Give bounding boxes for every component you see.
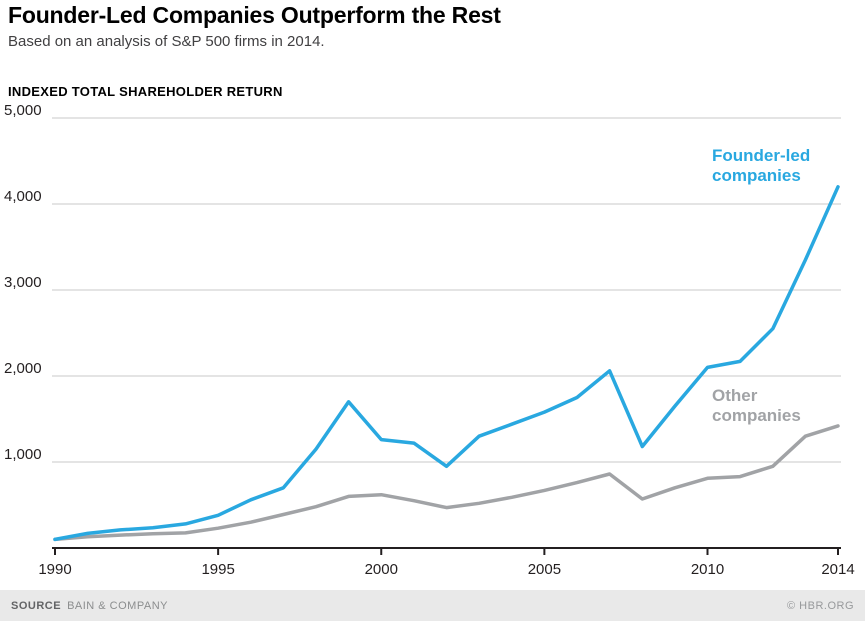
x-tick-label: 1990 (38, 561, 71, 578)
y-tick-label: 1,000 (4, 446, 42, 463)
source-label: SOURCE (11, 599, 62, 612)
footer-bar: SOURCE BAIN & COMPANY © HBR.ORG (0, 590, 865, 621)
source-value: BAIN & COMPANY (67, 599, 168, 612)
credit-text: © HBR.ORG (787, 599, 854, 612)
x-tick-label: 2010 (691, 561, 724, 578)
y-tick-label: 5,000 (4, 104, 42, 119)
chart-title: Founder-Led Companies Outperform the Res… (8, 2, 501, 28)
x-tick-label: 2000 (365, 561, 398, 578)
series-label-founder-led: Founder-led companies (712, 146, 811, 185)
x-tick-label: 1995 (201, 561, 234, 578)
y-tick-label: 2,000 (4, 360, 42, 377)
chart-subtitle: Based on an analysis of S&P 500 firms in… (8, 33, 325, 50)
x-tick-label: 2014 (821, 561, 854, 578)
x-tick-label: 2005 (528, 561, 561, 578)
line-chart: 1,000 2,000 3,000 4,000 5,000 1990 1995 2000 200… (4, 104, 855, 578)
y-axis-title: INDEXED TOTAL SHAREHOLDER RETURN (8, 84, 283, 99)
y-tick-label: 4,000 (4, 188, 42, 205)
y-tick-label: 3,000 (4, 274, 42, 291)
series-label-other: Other companies (712, 386, 801, 425)
series-line-founder-led-companies (53, 185, 840, 542)
series-line-other-companies (53, 424, 840, 542)
